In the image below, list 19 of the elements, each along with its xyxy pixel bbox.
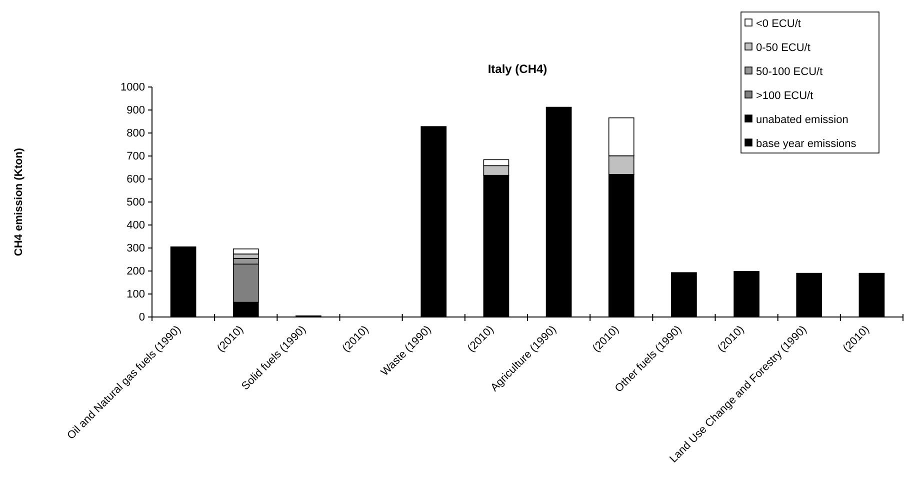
y-tick-label: 300: [126, 242, 145, 255]
legend-label: unabated emission: [756, 114, 848, 126]
y-tick-label: 800: [126, 128, 145, 140]
y-tick-label: 900: [126, 104, 145, 117]
legend-label: 50-100 ECU/t: [756, 66, 823, 78]
y-tick-label: 0: [138, 312, 145, 324]
y-tick-label: 500: [126, 196, 145, 209]
y-tick-label: 200: [126, 266, 145, 278]
chart-title: Italy (CH4): [488, 62, 548, 76]
y-tick-label: 700: [126, 150, 145, 163]
y-tick-label: 400: [126, 220, 145, 232]
legend-label: base year emissions: [756, 138, 857, 150]
legend-label: >100 ECU/t: [756, 90, 814, 102]
legend-label: <0 ECU/t: [756, 18, 801, 30]
y-axis-title: CH4 emission (Kton): [13, 148, 25, 256]
legend-label: 0-50 ECU/t: [756, 42, 810, 54]
y-tick-label: 1000: [120, 82, 145, 94]
y-tick-label: 600: [126, 174, 145, 186]
y-tick-label: 100: [126, 288, 145, 301]
